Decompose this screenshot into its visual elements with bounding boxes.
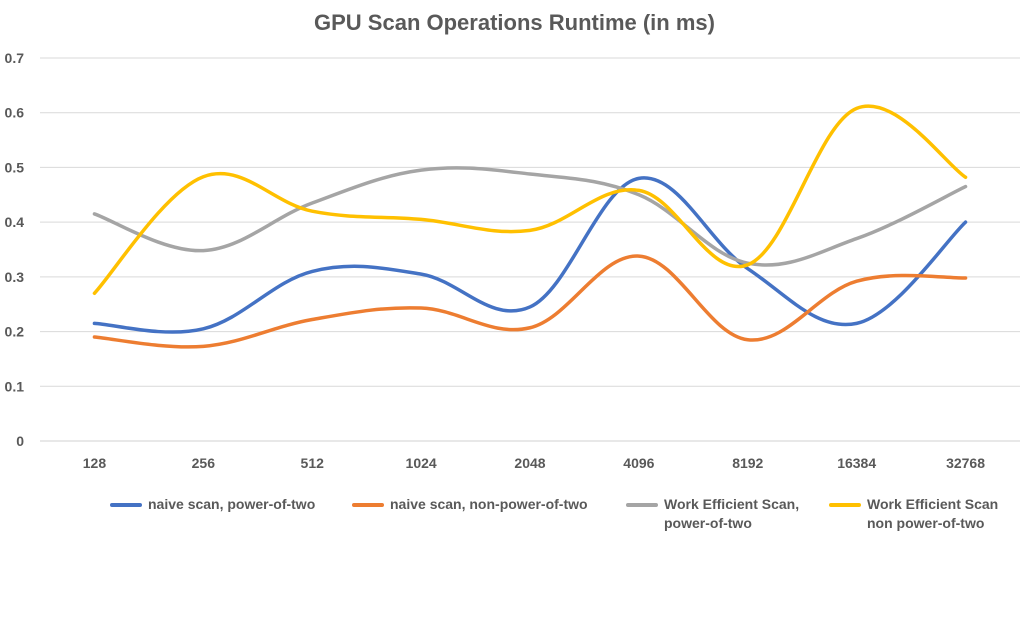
x-tick-label: 16384 (837, 455, 876, 471)
series-line-3 (92, 104, 968, 296)
legend-label: Work Efficient Scan, power-of-two (664, 496, 800, 531)
x-tick-label: 2048 (514, 455, 545, 471)
legend-item-naive-npow2: naive scan, non-power-of-two (352, 495, 650, 514)
series-lines (92, 104, 968, 349)
legend-label: Work Efficient Scan non power-of-two (867, 496, 999, 531)
legend-swatch (110, 503, 142, 507)
legend-label: naive scan, non-power-of-two (390, 496, 588, 512)
y-tick-label: 0.4 (5, 214, 25, 230)
y-tick-label: 0 (16, 433, 24, 449)
legend-item-we-pow2: Work Efficient Scan, power-of-two (626, 495, 826, 533)
y-tick-label: 0.5 (5, 159, 25, 175)
legend: naive scan, power-of-two naive scan, non… (0, 495, 1029, 545)
legend-item-naive-pow2: naive scan, power-of-two (110, 495, 378, 514)
legend-label: naive scan, power-of-two (148, 496, 316, 512)
y-tick-label: 0.7 (5, 50, 25, 66)
x-tick-label: 1024 (406, 455, 437, 471)
x-tick-label: 8192 (732, 455, 763, 471)
legend-swatch (352, 503, 384, 507)
x-tick-label: 4096 (623, 455, 654, 471)
chart-title: GPU Scan Operations Runtime (in ms) (314, 10, 715, 35)
x-tick-label: 128 (83, 455, 107, 471)
x-axis-ticks: 128 256 512 1024 2048 4096 8192 16384 32768 (83, 455, 985, 471)
y-axis-ticks: 0 0.1 0.2 0.3 0.4 0.5 0.6 0.7 (5, 50, 25, 449)
y-tick-label: 0.3 (5, 269, 25, 285)
legend-swatch (829, 503, 861, 507)
y-tick-label: 0.6 (5, 105, 25, 121)
x-tick-label: 32768 (946, 455, 985, 471)
series-line-1 (92, 254, 968, 349)
y-tick-label: 0.2 (5, 324, 25, 340)
series-line-2 (92, 166, 968, 267)
x-tick-label: 256 (192, 455, 216, 471)
series-line-0 (92, 176, 968, 334)
gridlines (40, 57, 1020, 442)
x-tick-label: 512 (301, 455, 325, 471)
legend-item-we-npow2: Work Efficient Scan non power-of-two (829, 495, 1027, 533)
y-tick-label: 0.1 (5, 378, 25, 394)
legend-swatch (626, 503, 658, 507)
